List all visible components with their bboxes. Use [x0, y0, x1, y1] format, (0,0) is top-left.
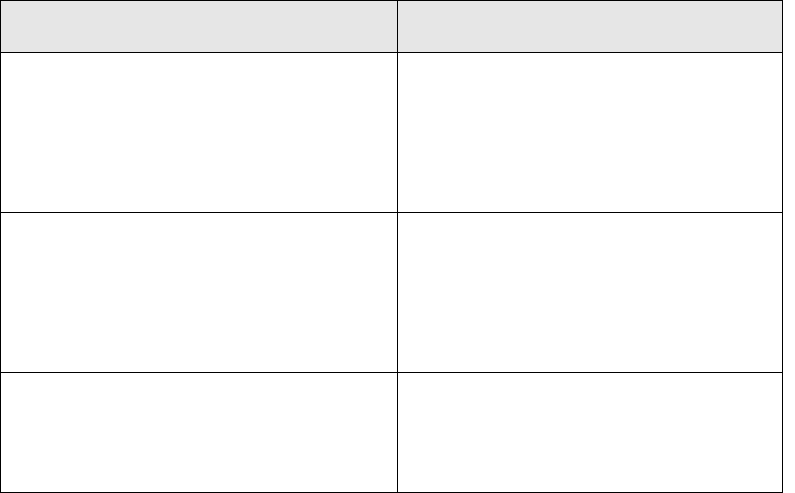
header-cell	[0, 0, 398, 53]
table-row	[0, 52, 783, 213]
header-cell	[397, 0, 783, 53]
table-cell	[397, 372, 783, 493]
table-cell	[0, 52, 398, 213]
table-row	[0, 372, 783, 493]
table-cell	[0, 212, 398, 373]
table-cell	[397, 52, 783, 213]
table-cell	[397, 212, 783, 373]
table-header-row	[0, 0, 783, 53]
table-row	[0, 212, 783, 373]
table-cell	[0, 372, 398, 493]
